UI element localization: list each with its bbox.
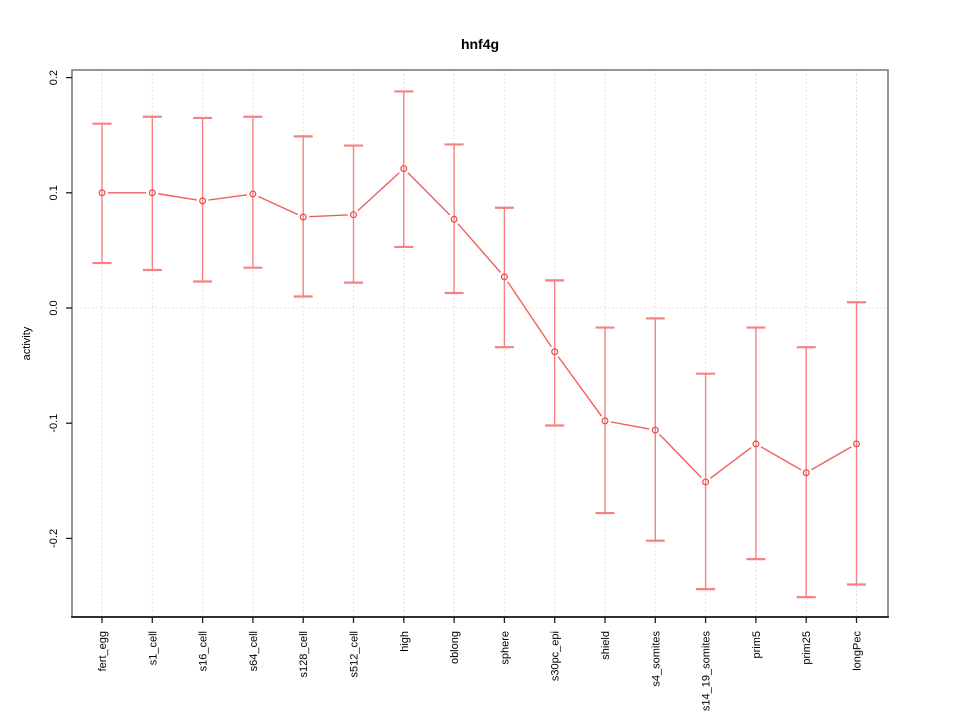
series-segment	[760, 446, 802, 471]
x-tick-label: s14_19_somites	[701, 631, 713, 712]
y-tick-label: -0.2	[48, 529, 60, 548]
chart-title: hnf4g	[460, 36, 500, 52]
series-segment	[658, 433, 702, 479]
data-point	[702, 478, 710, 486]
plot-border	[71, 69, 889, 618]
x-tick-label: sphere	[499, 631, 511, 665]
y-tick-label: 0.0	[48, 300, 60, 315]
series-segment	[158, 193, 197, 201]
y-tick-label: -0.1	[48, 414, 60, 433]
x-tick-label: s64_cell	[248, 631, 260, 671]
x-tick-label: s4_somites	[650, 631, 662, 687]
x-tick-label: s16_cell	[198, 631, 210, 671]
data-point	[802, 469, 810, 477]
data-point	[350, 211, 358, 219]
x-tick-label: high	[399, 631, 411, 652]
data-point	[852, 440, 860, 448]
y-tick-label: 0.2	[48, 70, 60, 85]
x-tick-label: longPec	[852, 631, 864, 671]
data-point	[450, 215, 458, 223]
series-segment	[309, 214, 348, 218]
data-point	[500, 273, 508, 281]
data-point	[299, 213, 307, 221]
series-segment	[258, 195, 299, 216]
x-tick-label: s512_cell	[349, 631, 361, 677]
data-point	[249, 190, 257, 198]
x-tick-label: s1_cell	[147, 631, 159, 665]
x-tick-label: prim25	[801, 631, 813, 665]
series-segment	[557, 356, 603, 417]
series-segment	[709, 446, 752, 479]
data-point	[752, 440, 760, 448]
data-point	[98, 189, 106, 197]
data-point	[199, 197, 207, 205]
series-segment	[507, 281, 552, 348]
series-segment	[357, 172, 400, 212]
data-point	[148, 189, 156, 197]
x-tick-label: prim5	[751, 631, 763, 659]
y-axis-title: activity	[21, 326, 33, 360]
y-tick-label: 0.1	[48, 185, 60, 200]
data-point	[400, 165, 408, 173]
series-segment	[610, 421, 650, 430]
x-tick-label: fert_egg	[97, 631, 109, 671]
x-tick-label: s128_cell	[298, 631, 310, 677]
series-segment	[208, 194, 248, 201]
x-tick-label: s30pc_epi	[550, 631, 562, 681]
series-segment	[407, 172, 451, 216]
x-tick-label: shield	[600, 631, 612, 660]
x-tick-label: oblong	[449, 631, 461, 664]
data-point	[601, 417, 609, 425]
series-segment	[811, 446, 852, 471]
series-segment	[457, 223, 501, 273]
data-point	[551, 348, 559, 356]
data-point	[651, 426, 659, 434]
